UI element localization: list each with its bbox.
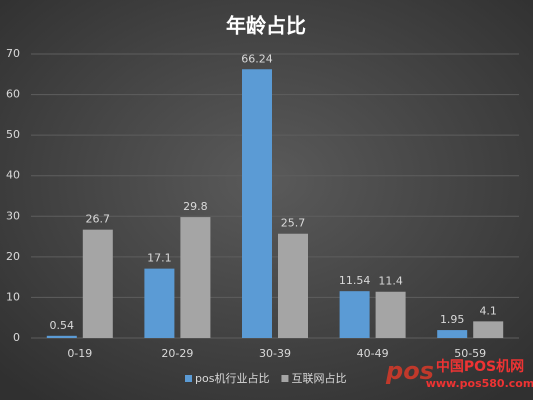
y-tick-label: 0 [13, 331, 20, 344]
value-label: 25.7 [281, 217, 306, 230]
value-label: 17.1 [147, 252, 172, 265]
bar [339, 291, 370, 338]
bar [473, 321, 504, 338]
bar [375, 291, 406, 338]
value-label: 29.8 [183, 200, 208, 213]
watermark-logo: pos [385, 357, 434, 385]
bar [180, 217, 211, 338]
x-tick-label: 40-49 [357, 347, 389, 360]
y-tick-label: 60 [6, 88, 20, 101]
legend-label: 互联网占比 [291, 371, 346, 385]
y-tick-label: 20 [6, 250, 20, 263]
watermark-name: 中国POS机网 [436, 358, 524, 375]
legend-label: pos机行业占比 [195, 371, 269, 385]
value-label: 66.24 [241, 52, 273, 65]
value-label: 4.1 [479, 304, 497, 317]
bar [242, 69, 272, 339]
bar [278, 233, 308, 338]
y-tick-label: 30 [6, 209, 20, 222]
bar [46, 335, 77, 338]
y-tick-label: 70 [6, 47, 20, 60]
bar [144, 268, 175, 338]
x-tick-label: 0-19 [67, 347, 92, 360]
y-tick-label: 50 [6, 128, 20, 141]
value-label: 0.54 [50, 319, 75, 332]
value-label: 11.4 [378, 275, 403, 288]
x-tick-label: 30-39 [259, 347, 291, 360]
legend-swatch [281, 375, 289, 382]
chart-title: 年龄占比 [226, 14, 306, 38]
value-label: 26.7 [86, 213, 111, 226]
x-tick-label: 20-29 [161, 347, 193, 360]
bar [437, 330, 468, 338]
bar [82, 229, 113, 338]
x-tick-label: 50-59 [454, 347, 486, 360]
value-label: 1.95 [440, 313, 465, 326]
y-tick-label: 40 [6, 169, 20, 182]
value-label: 11.54 [339, 274, 371, 287]
watermark-url: www.pos580.com [426, 377, 533, 390]
y-tick-label: 10 [6, 290, 20, 303]
legend-swatch [185, 375, 192, 382]
